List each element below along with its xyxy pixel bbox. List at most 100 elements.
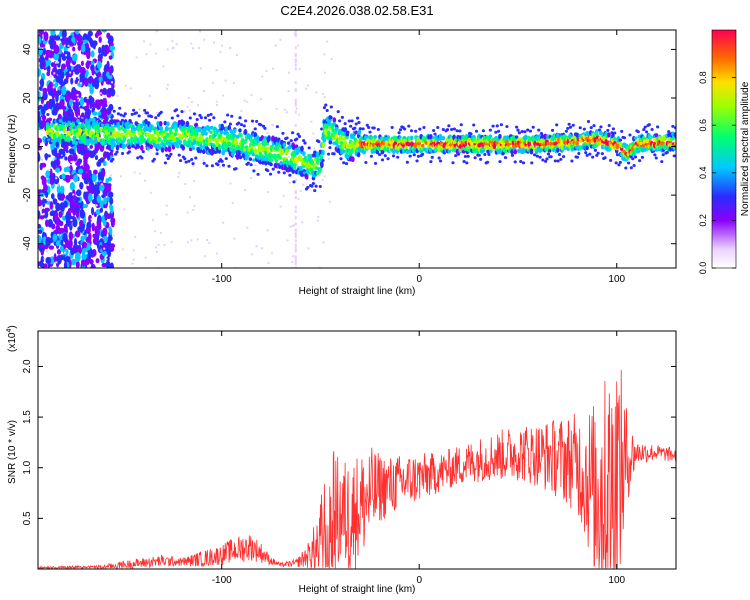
heatmap-cell (92, 111, 98, 116)
heatmap-cell (557, 152, 562, 156)
heatmap-cell (139, 123, 144, 129)
heatmap-cell (654, 133, 659, 138)
heatmap-cell (88, 192, 93, 203)
heatmap-cell (53, 176, 60, 185)
heatmap-cell (266, 132, 269, 135)
heatmap-cell (39, 56, 45, 65)
heatmap-cell (44, 153, 48, 161)
snr-ytick-label: 1.0 (22, 460, 33, 474)
heatmap-cell (91, 222, 95, 232)
heatmap-cell (221, 149, 226, 156)
heatmap-cell (213, 41, 216, 44)
heatmap-cell (42, 212, 45, 215)
heatmap-cell (118, 106, 122, 110)
heatmap-cell (403, 127, 407, 131)
heatmap-cell (105, 178, 110, 184)
heatmap-cell (169, 152, 173, 156)
heatmap-cell (216, 163, 220, 167)
heatmap-cell (414, 129, 418, 133)
spectrogram-panel: -100 0 100 -40 -20 0 20 40 Height of straight l… (7, 29, 677, 297)
heatmap-cell (52, 40, 57, 51)
heatmap-cell (82, 106, 86, 110)
heatmap-cell (48, 30, 51, 33)
heatmap-cell (618, 160, 622, 164)
heatmap-cell (307, 84, 310, 87)
heatmap-cell (43, 183, 48, 192)
heatmap-cell (92, 237, 98, 245)
heatmap-cell (620, 129, 624, 133)
heatmap-cell (339, 157, 343, 161)
heatmap-cell (519, 159, 523, 163)
heatmap-cell (102, 97, 107, 103)
heatmap-cell (321, 178, 324, 181)
heatmap-cell (307, 146, 311, 150)
heatmap-cell (297, 134, 302, 138)
heatmap-cell (136, 156, 140, 160)
heatmap-cell (184, 160, 188, 164)
heatmap-cell (252, 169, 256, 173)
heatmap-cell (63, 167, 68, 173)
heatmap-cell (61, 64, 66, 71)
heatmap-cell (289, 225, 292, 228)
heatmap-cell (378, 153, 382, 157)
heatmap-cell (52, 198, 58, 205)
heatmap-cell (294, 190, 297, 194)
heatmap-cell (263, 150, 268, 155)
heatmap-cell (86, 221, 92, 229)
heatmap-cell (59, 245, 64, 252)
heatmap-cell (192, 112, 197, 116)
heatmap-cell (212, 81, 215, 84)
heatmap-cell (409, 129, 414, 133)
heatmap-cell (295, 137, 299, 141)
heatmap-cell (155, 30, 158, 33)
heatmap-cell (59, 202, 66, 212)
heatmap-cell (109, 174, 112, 177)
heatmap-cell (221, 163, 226, 167)
heatmap-cell (101, 30, 107, 33)
heatmap-cell (96, 228, 100, 237)
heatmap-cell (55, 167, 61, 173)
heatmap-cell (102, 219, 107, 227)
heatmap-cell (517, 131, 521, 135)
heatmap-cell (244, 189, 247, 192)
heatmap-cell (452, 127, 456, 131)
heatmap-cell (520, 129, 524, 133)
heatmap-cell (644, 130, 649, 134)
figure-title: C2E4.2026.038.02.58.E31 (280, 3, 433, 18)
heatmap-cell (417, 141, 422, 146)
heatmap-cell (391, 148, 396, 155)
heatmap-cell (117, 126, 122, 131)
heatmap-cell (79, 96, 84, 107)
heatmap-cell (175, 43, 178, 46)
heatmap-cell (405, 160, 409, 164)
heatmap-cell (92, 42, 96, 50)
heatmap-cell (128, 131, 133, 138)
heatmap-cell (250, 145, 254, 150)
heatmap-cell (595, 153, 599, 157)
heatmap-cell (208, 242, 211, 245)
heatmap-cell (110, 126, 115, 132)
heatmap-cell (47, 154, 51, 158)
heatmap-cell (192, 209, 195, 212)
heatmap-cell (422, 126, 426, 130)
heatmap-cell (307, 247, 310, 250)
heatmap-cell (451, 161, 455, 165)
heatmap-cell (39, 215, 45, 220)
heatmap-cell (72, 54, 78, 62)
heatmap-cell (87, 183, 90, 186)
heatmap-cell (310, 160, 315, 166)
heatmap-cell (109, 45, 116, 51)
heatmap-cell (320, 127, 324, 131)
heatmap-cell (93, 169, 98, 175)
heatmap-cell (653, 153, 657, 157)
heatmap-cell (138, 108, 141, 111)
heatmap-cell (132, 258, 135, 261)
heatmap-cell (255, 119, 259, 123)
heatmap-cell (294, 249, 297, 253)
heatmap-cell (69, 98, 73, 107)
heatmap-cell (89, 144, 93, 149)
heatmap-cell (105, 258, 108, 261)
heatmap-cell (667, 130, 671, 134)
heatmap-cell (84, 114, 88, 119)
heatmap-cell (322, 106, 327, 110)
